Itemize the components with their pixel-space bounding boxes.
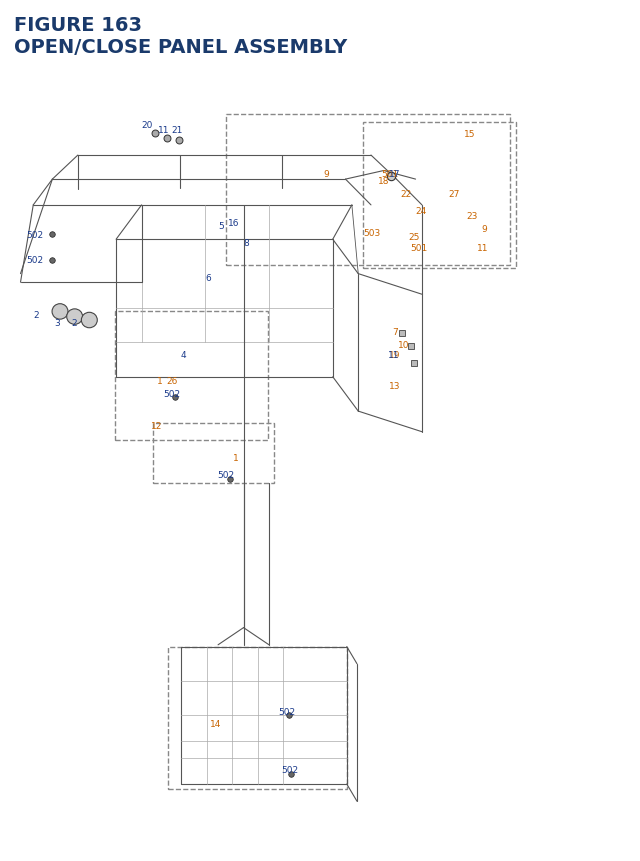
Ellipse shape: [52, 304, 68, 319]
Text: 502: 502: [26, 231, 43, 239]
Text: 25: 25: [408, 233, 420, 242]
Text: 23: 23: [466, 212, 477, 220]
Text: 17: 17: [390, 170, 401, 179]
Text: 2: 2: [72, 319, 77, 328]
Text: 502: 502: [281, 765, 298, 774]
Text: 16: 16: [228, 219, 240, 227]
Text: 11: 11: [158, 126, 170, 134]
Text: 22: 22: [401, 190, 412, 199]
Text: 501: 501: [381, 170, 399, 179]
Text: 7: 7: [392, 327, 398, 337]
Text: 9: 9: [481, 225, 487, 233]
Text: 21: 21: [171, 126, 182, 134]
Ellipse shape: [81, 313, 97, 328]
Text: 18: 18: [378, 177, 390, 186]
Text: 15: 15: [464, 130, 476, 139]
Text: 20: 20: [141, 121, 152, 130]
Text: 502: 502: [217, 471, 234, 480]
Text: 1: 1: [157, 376, 163, 385]
Ellipse shape: [67, 309, 83, 325]
Text: 501: 501: [410, 244, 428, 253]
Text: 11: 11: [477, 244, 488, 253]
Text: 14: 14: [210, 720, 221, 728]
Text: 10: 10: [398, 340, 410, 350]
Text: 13: 13: [390, 381, 401, 390]
Text: 503: 503: [364, 229, 381, 238]
Text: 11: 11: [388, 350, 399, 360]
Text: 27: 27: [448, 190, 460, 199]
Text: 2: 2: [34, 310, 39, 319]
Text: 5: 5: [218, 222, 224, 231]
Text: 1: 1: [233, 454, 239, 462]
Text: 4: 4: [180, 350, 186, 360]
Text: 8: 8: [244, 238, 250, 248]
Text: 24: 24: [415, 208, 426, 216]
Text: 19: 19: [390, 350, 401, 360]
Text: 502: 502: [164, 390, 180, 399]
Text: 9: 9: [323, 170, 329, 179]
Text: 3: 3: [54, 319, 60, 328]
Text: 26: 26: [166, 376, 178, 385]
Text: 502: 502: [278, 708, 296, 716]
Text: FIGURE 163: FIGURE 163: [14, 16, 142, 35]
Text: 12: 12: [151, 422, 163, 430]
Text: 6: 6: [205, 273, 211, 282]
Text: 502: 502: [26, 256, 43, 265]
Text: OPEN/CLOSE PANEL ASSEMBLY: OPEN/CLOSE PANEL ASSEMBLY: [14, 38, 348, 57]
